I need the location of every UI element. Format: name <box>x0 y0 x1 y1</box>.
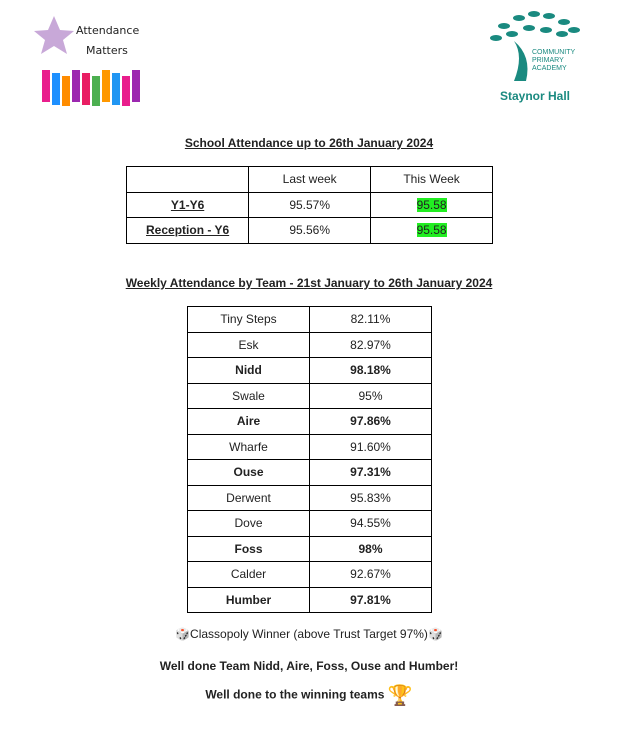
team-value: 91.60% <box>309 433 432 460</box>
team-value: 98% <box>309 535 432 562</box>
row-label: Reception - Y6 <box>125 217 250 244</box>
team-value: 98.18% <box>309 357 432 384</box>
hand-graphic <box>42 70 50 102</box>
last-week-value: 95.57% <box>248 191 372 218</box>
hand-graphic <box>112 73 120 105</box>
well-done-teams: Well done Team Nidd, Aire, Foss, Ouse an… <box>159 659 459 673</box>
well-done-winning-text: Well done to the winning teams <box>205 687 385 702</box>
table-row: Derwent 95.83% <box>186 484 432 511</box>
team-team: Dove <box>186 510 311 537</box>
hand-graphic <box>132 70 140 102</box>
team-value: 94.55% <box>309 510 432 537</box>
team-team: Tiny Steps <box>186 306 311 333</box>
hand-graphic <box>92 76 100 106</box>
this-week-cell: 95.58 <box>370 191 493 218</box>
dice-icon: 🎲 <box>427 627 443 641</box>
svg-text:ACADEMY: ACADEMY <box>532 65 567 72</box>
table-row: Foss 98% <box>186 535 432 562</box>
team-attendance-title: Weekly Attendance by Team - 21st January… <box>125 276 493 290</box>
last-week-value: 95.56% <box>248 217 372 244</box>
table-row: Ouse 97.31% <box>186 459 432 486</box>
table-row: Nidd 98.18% <box>186 357 432 384</box>
team-value: 97.81% <box>309 586 432 613</box>
svg-text:Staynor Hall: Staynor Hall <box>500 89 570 103</box>
classopoly-text: Classopoly Winner (above Trust Target 97… <box>190 627 428 641</box>
header-this-week: This Week <box>370 166 493 193</box>
team-value: 92.67% <box>309 561 432 588</box>
team-value: 82.97% <box>309 331 432 358</box>
dice-icon: 🎲 <box>175 627 191 641</box>
team-attendance-table: Tiny Steps 82.11% Esk 82.97% Nidd 98.18% Swale… <box>186 306 432 613</box>
classopoly-line: 🎲Classopoly Winner (above Trust Target 9… <box>0 627 618 641</box>
school-attendance-title: School Attendance up to 26th January 202… <box>184 136 434 150</box>
team-value: 95.83% <box>309 484 432 511</box>
table-header-row: Last week This Week <box>125 166 493 193</box>
team-value: 97.31% <box>309 459 432 486</box>
team-team: Humber <box>186 586 311 613</box>
team-team: Foss <box>186 535 311 562</box>
team-team: Wharfe <box>186 433 311 460</box>
table-row: Esk 82.97% <box>186 331 432 358</box>
table-row: Tiny Steps 82.11% <box>186 306 432 333</box>
attendance-matters-logo: Attendance Matters <box>34 16 140 106</box>
header-blank <box>125 166 250 193</box>
this-week-value: 95.58 <box>416 223 447 238</box>
this-week-value: 95.58 <box>416 197 447 212</box>
trophy-icon: 🏆 <box>387 685 413 707</box>
hand-graphic <box>52 73 60 105</box>
team-team: Nidd <box>186 357 311 384</box>
table-row: Swale 95% <box>186 382 432 409</box>
hand-graphic <box>72 70 80 102</box>
team-team: Ouse <box>186 459 311 486</box>
team-team: Calder <box>186 561 311 588</box>
team-team: Aire <box>186 408 311 435</box>
team-team: Swale <box>186 382 311 409</box>
team-team: Derwent <box>186 484 311 511</box>
this-week-cell: 95.58 <box>370 217 493 244</box>
table-row: Dove 94.55% <box>186 510 432 537</box>
svg-text:Matters: Matters <box>86 44 128 57</box>
team-value: 97.86% <box>309 408 432 435</box>
well-done-winning-line: Well done to the winning teams 🏆 <box>0 683 618 708</box>
row-label: Y1-Y6 <box>125 191 250 218</box>
table-row: Reception - Y6 95.56% 95.58 <box>125 217 493 244</box>
staynor-hall-logo: COMMUNITY PRIMARY ACADEMY Staynor Hall <box>490 11 580 103</box>
table-row: Wharfe 91.60% <box>186 433 432 460</box>
team-team: Esk <box>186 331 311 358</box>
table-row: Y1-Y6 95.57% 95.58 <box>125 191 493 218</box>
team-value: 82.11% <box>309 306 432 333</box>
table-row: Humber 97.81% <box>186 586 432 613</box>
table-row: Aire 97.86% <box>186 408 432 435</box>
svg-text:PRIMARY: PRIMARY <box>532 57 564 64</box>
table-row: Calder 92.67% <box>186 561 432 588</box>
school-attendance-table: Last week This Week Y1-Y6 95.57% 95.58 R… <box>125 166 493 244</box>
hand-graphic <box>62 76 70 106</box>
svg-text:COMMUNITY: COMMUNITY <box>532 49 575 56</box>
team-value: 95% <box>309 382 432 409</box>
hand-graphic <box>122 76 130 106</box>
header-last-week: Last week <box>248 166 372 193</box>
hand-graphic <box>102 70 110 102</box>
svg-text:Attendance: Attendance <box>76 24 139 37</box>
hand-graphic <box>82 73 90 105</box>
